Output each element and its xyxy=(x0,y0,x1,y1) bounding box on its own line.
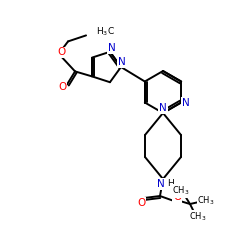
Text: CH$_3$: CH$_3$ xyxy=(172,185,190,197)
Text: N: N xyxy=(159,103,167,113)
Text: N: N xyxy=(108,43,116,53)
Text: CH$_3$: CH$_3$ xyxy=(197,195,215,207)
Text: N: N xyxy=(118,57,126,67)
Text: CH$_3$: CH$_3$ xyxy=(189,211,207,223)
Text: N: N xyxy=(157,179,165,189)
Text: O: O xyxy=(173,192,181,202)
Text: O: O xyxy=(58,82,66,92)
Text: N: N xyxy=(182,98,190,108)
Text: O: O xyxy=(137,198,145,208)
Text: H: H xyxy=(168,180,174,188)
Text: O: O xyxy=(57,48,65,58)
Text: H$_3$C: H$_3$C xyxy=(96,25,115,38)
